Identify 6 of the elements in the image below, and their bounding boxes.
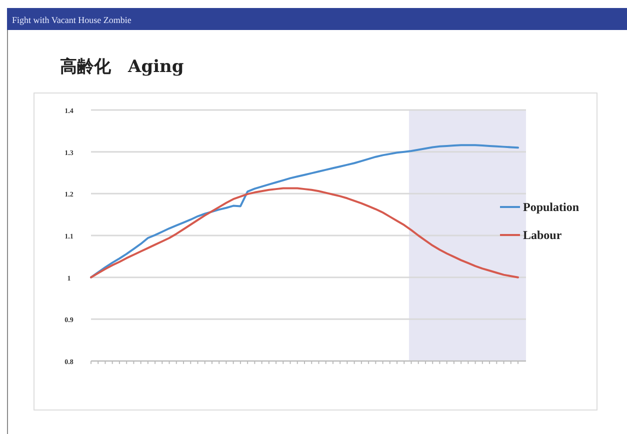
line-series (90, 187, 519, 278)
chart-title: 高齢化 Aging (60, 57, 184, 77)
legend-label: Labour (523, 228, 562, 242)
line-series (90, 144, 519, 278)
text: Fight with Vacant House Zombie (12, 15, 132, 25)
legend-label: Population (523, 200, 580, 214)
